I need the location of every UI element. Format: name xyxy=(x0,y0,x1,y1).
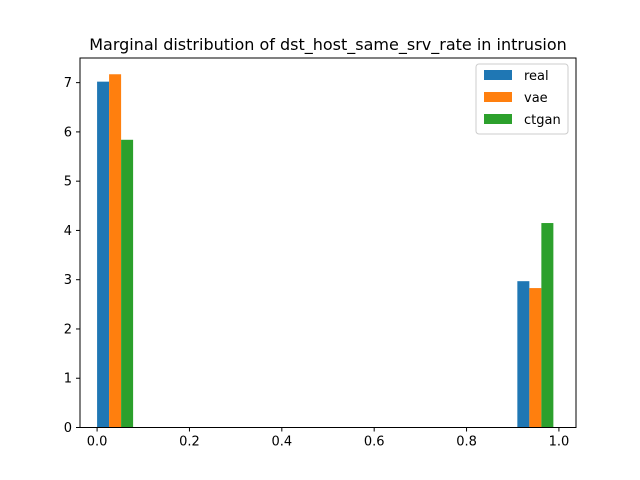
y-tick-label: 0 xyxy=(64,421,72,436)
legend: real vae ctgan xyxy=(475,63,569,135)
legend-swatch-real xyxy=(484,70,512,80)
x-axis-ticks: 0.0 0.2 0.4 0.6 0.8 1.0 xyxy=(87,427,570,450)
x-tick-label: 0.2 xyxy=(179,435,200,450)
x-tick-label: 0.8 xyxy=(456,435,477,450)
y-tick-label: 1 xyxy=(64,372,72,387)
bar-ctgan-0 xyxy=(121,139,134,428)
bars-group xyxy=(97,74,554,428)
y-tick-label: 3 xyxy=(64,273,72,288)
bar-ctgan-1 xyxy=(541,223,554,428)
y-tick-label: 7 xyxy=(64,76,72,91)
chart-title: Marginal distribution of dst_host_same_s… xyxy=(89,35,567,55)
legend-label-vae: vae xyxy=(524,91,548,106)
legend-swatch-vae xyxy=(484,92,512,102)
x-tick-label: 0.4 xyxy=(271,435,292,450)
y-tick-label: 6 xyxy=(64,125,72,140)
y-tick-label: 4 xyxy=(64,224,72,239)
legend-label-real: real xyxy=(524,69,549,84)
y-axis-ticks: 0 1 2 3 4 5 6 7 xyxy=(64,76,80,436)
x-tick-label: 0.6 xyxy=(364,435,385,450)
y-tick-label: 5 xyxy=(64,175,72,190)
bar-vae-0 xyxy=(109,74,122,428)
bar-real-1 xyxy=(517,281,530,428)
y-tick-label: 2 xyxy=(64,322,72,337)
legend-swatch-ctgan xyxy=(484,114,512,124)
plot-frame xyxy=(79,57,577,428)
legend-label-ctgan: ctgan xyxy=(524,113,561,128)
bar-real-0 xyxy=(97,81,110,428)
bar-vae-1 xyxy=(529,288,542,428)
x-tick-label: 1.0 xyxy=(549,435,570,450)
x-tick-label: 0.0 xyxy=(87,435,108,450)
